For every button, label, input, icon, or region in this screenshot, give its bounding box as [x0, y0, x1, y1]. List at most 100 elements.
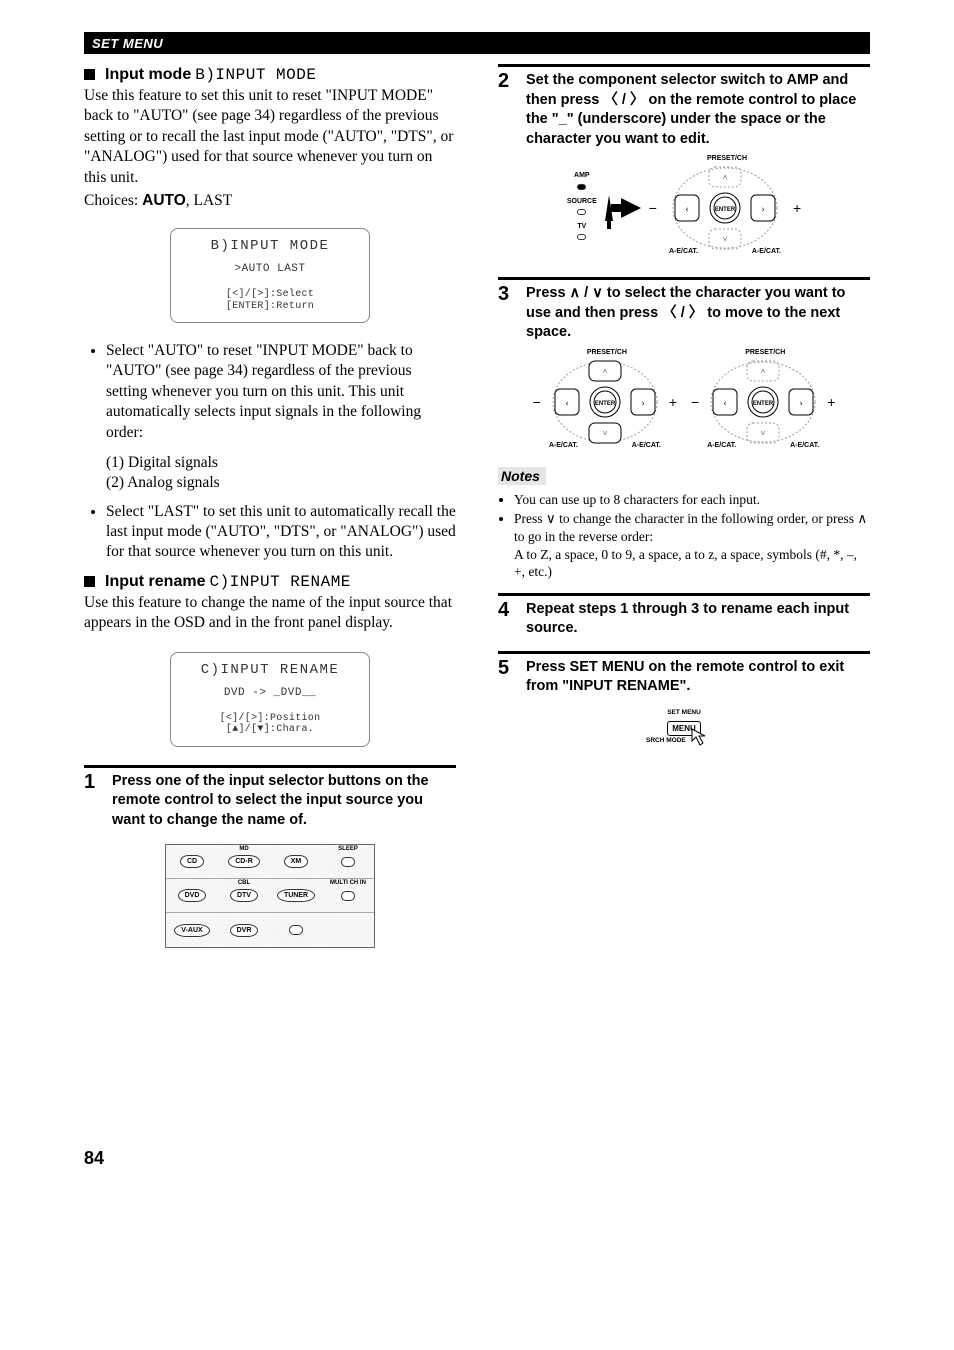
osd-title: B)INPUT MODE	[177, 237, 363, 256]
header-bar: SET MENU	[84, 32, 870, 54]
osd-input-rename: C)INPUT RENAME DVD -> _DVD__ [<]/[>]:Pos…	[170, 652, 370, 747]
svg-text:‹: ‹	[685, 204, 688, 215]
square-bullet-icon	[84, 69, 95, 80]
remote-btn-blank	[289, 925, 303, 935]
step-number: 4	[498, 600, 514, 620]
step-text: Press ∧ / ∨ to select the character you …	[526, 284, 870, 343]
remote-btn-sleep	[341, 857, 355, 867]
osd-help2: [ENTER]:Return	[177, 301, 363, 313]
remote-btn-dvr: DVR	[230, 924, 259, 937]
notes-label: Notes	[498, 467, 546, 485]
osd-help1: [<]/[>]:Position	[177, 713, 363, 725]
remote-btn-vaux: V-AUX	[174, 924, 209, 937]
remote-btn-dvd: DVD	[178, 889, 207, 902]
divider	[498, 277, 870, 280]
header-label: SET MENU	[84, 34, 171, 53]
step-text: Press one of the input selector buttons …	[112, 772, 456, 831]
svg-text:ENTER: ENTER	[753, 401, 774, 407]
svg-text:›: ›	[800, 398, 803, 409]
dpad-left: PRESET/CH ‹ › ˄ ˅ ENTER	[545, 357, 665, 447]
osd-help: [<]/[>]:Position [▲]/[▼]:Chara.	[177, 713, 363, 736]
input-mode-choices: Choices: AUTO, LAST	[84, 192, 456, 210]
divider	[498, 651, 870, 654]
pointer-icon	[690, 727, 714, 747]
bullet-auto: Select "AUTO" to reset "INPUT MODE" back…	[106, 341, 456, 443]
svg-text:›: ›	[761, 204, 764, 215]
choices-default: AUTO	[142, 192, 186, 209]
choices-label: Choices:	[84, 192, 138, 209]
input-mode-bullets2: Select "LAST" to set this unit to automa…	[84, 502, 456, 563]
minus-label: −	[649, 200, 657, 216]
divider	[498, 64, 870, 67]
plus-label: +	[793, 200, 801, 216]
selector-switch: AMP SOURCE TV	[567, 170, 597, 246]
svg-text:‹: ‹	[724, 398, 727, 409]
step-text: Press SET MENU on the remote control to …	[526, 658, 870, 697]
remote-btn-cdr: CD-R	[228, 855, 260, 868]
osd-line1: DVD -> _DVD__	[177, 686, 363, 701]
step-text: Set the component selector switch to AMP…	[526, 71, 870, 149]
svg-text:›: ›	[641, 398, 644, 409]
osd-help1: [<]/[>]:Select	[177, 289, 363, 301]
remote-btn-multich	[341, 891, 355, 901]
svg-text:˄: ˄	[603, 367, 608, 376]
svg-text:˅: ˅	[723, 235, 728, 244]
setmenu-top-label: SET MENU	[644, 709, 724, 716]
choices-rest: , LAST	[186, 192, 233, 209]
note-1: You can use up to 8 characters for each …	[514, 491, 870, 509]
input-mode-code: B)INPUT MODE	[195, 66, 316, 84]
signal-order-1: (1) Digital signals	[106, 453, 456, 473]
svg-text:˅: ˅	[603, 429, 608, 438]
svg-text:˅: ˅	[761, 429, 766, 438]
signal-order-2: (2) Analog signals	[106, 473, 456, 493]
input-mode-title: Input mode	[105, 66, 191, 83]
input-mode-desc: Use this feature to set this unit to res…	[84, 86, 456, 188]
osd-input-mode: B)INPUT MODE >AUTO LAST [<]/[>]:Select […	[170, 228, 370, 323]
page-number: 84	[84, 1148, 456, 1169]
remote-btn-xm: XM	[284, 855, 309, 868]
remote-btn-dtv: DTV	[230, 889, 258, 902]
right-arrow-icon	[621, 198, 641, 218]
step-5: 5 Press SET MENU on the remote control t…	[498, 658, 870, 697]
remote-buttons-diagram: CD MDCD-R XM SLEEP DVD CBLDTV TUNER MULT…	[165, 844, 375, 948]
right-column: 2 Set the component selector switch to A…	[498, 64, 870, 1169]
setmenu-bottom-label: SRCH MODE	[646, 737, 686, 744]
osd-title: C)INPUT RENAME	[177, 661, 363, 680]
step-2: 2 Set the component selector switch to A…	[498, 71, 870, 149]
step-4: 4 Repeat steps 1 through 3 to rename eac…	[498, 600, 870, 639]
divider	[498, 593, 870, 596]
left-column: Input mode B)INPUT MODE Use this feature…	[84, 64, 456, 1169]
input-rename-code: C)INPUT RENAME	[209, 573, 350, 591]
step-1: 1 Press one of the input selector button…	[84, 772, 456, 831]
square-bullet-icon	[84, 576, 95, 587]
svg-text:˄: ˄	[761, 367, 766, 376]
step-number: 1	[84, 772, 100, 792]
svg-text:˄: ˄	[723, 173, 728, 182]
step-number: 5	[498, 658, 514, 678]
selector-dpad-diagram: AMP SOURCE TV − PRESET/CH ‹ ›	[498, 163, 870, 253]
osd-help: [<]/[>]:Select [ENTER]:Return	[177, 289, 363, 312]
remote-btn-tuner: TUNER	[277, 889, 315, 902]
dpad-diagram: PRESET/CH ‹ › ˄ ˅ ENTER	[665, 163, 785, 253]
input-mode-heading: Input mode B)INPUT MODE	[84, 66, 456, 84]
input-rename-desc: Use this feature to change the name of t…	[84, 593, 456, 634]
input-mode-bullets: Select "AUTO" to reset "INPUT MODE" back…	[84, 341, 456, 443]
step-number: 2	[498, 71, 514, 91]
step-text: Repeat steps 1 through 3 to rename each …	[526, 600, 870, 639]
step-3: 3 Press ∧ / ∨ to select the character yo…	[498, 284, 870, 343]
setmenu-button-diagram: SET MENU MENU SRCH MODE	[644, 709, 724, 736]
input-rename-heading: Input rename C)INPUT RENAME	[84, 573, 456, 591]
input-rename-title: Input rename	[105, 573, 205, 590]
osd-line1: >AUTO LAST	[177, 262, 363, 277]
bullet-last: Select "LAST" to set this unit to automa…	[106, 502, 456, 563]
dpad-right: PRESET/CH ‹ › ˄ ˅ ENTER	[703, 357, 823, 447]
osd-help2: [▲]/[▼]:Chara.	[177, 724, 363, 736]
note-2: Press ∨ to change the character in the f…	[514, 510, 870, 580]
divider	[84, 765, 456, 768]
dpad-pair-diagram: − PRESET/CH ‹ › ˄ ˅	[498, 357, 870, 447]
remote-btn-cd: CD	[180, 855, 204, 868]
step-number: 3	[498, 284, 514, 304]
svg-text:‹: ‹	[565, 398, 568, 409]
svg-text:ENTER: ENTER	[715, 207, 736, 213]
notes-list: You can use up to 8 characters for each …	[498, 491, 870, 581]
